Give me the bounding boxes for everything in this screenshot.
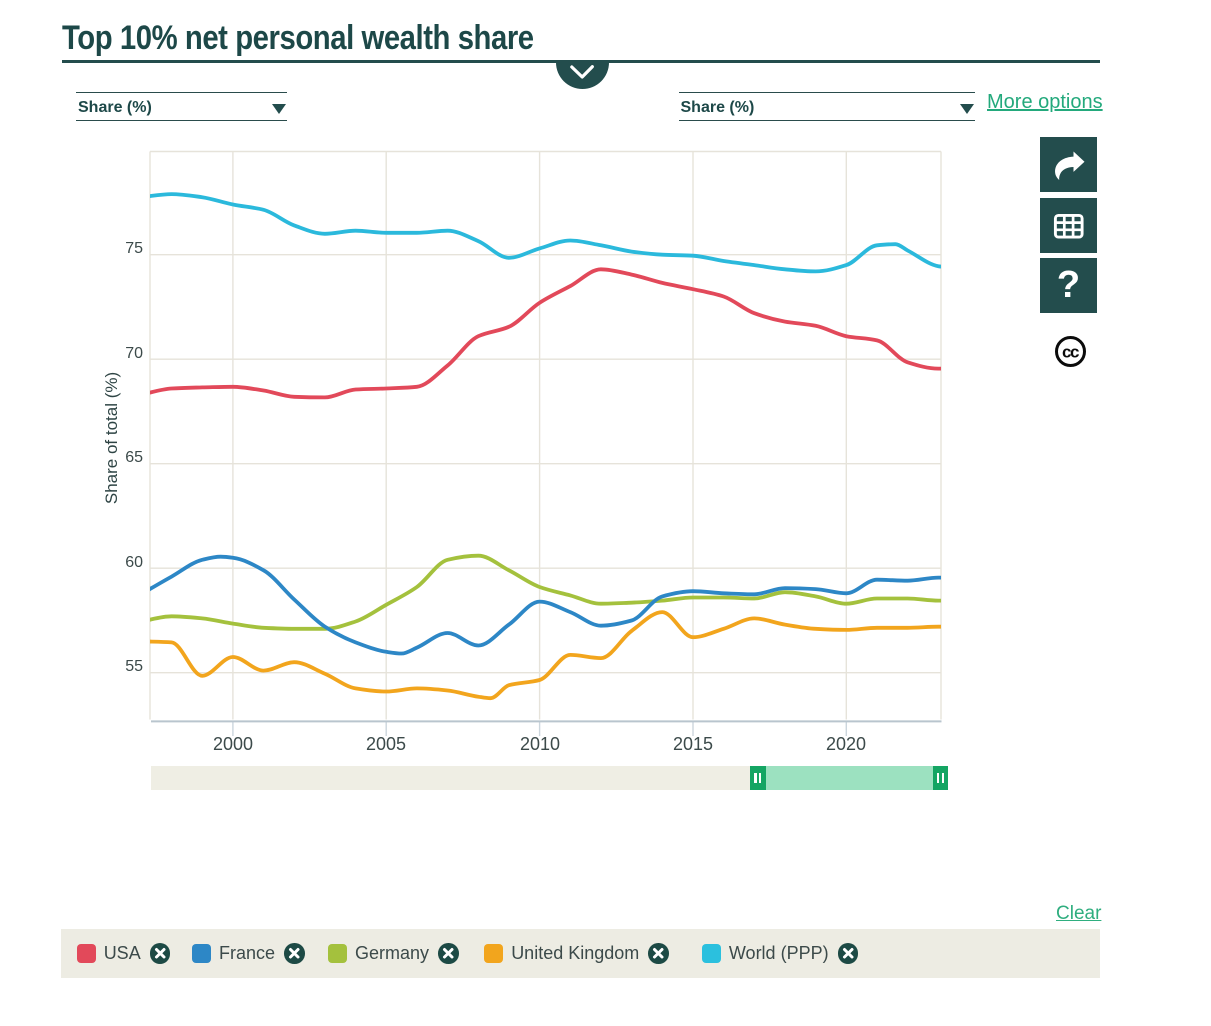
svg-text:cc: cc [1062,342,1079,361]
